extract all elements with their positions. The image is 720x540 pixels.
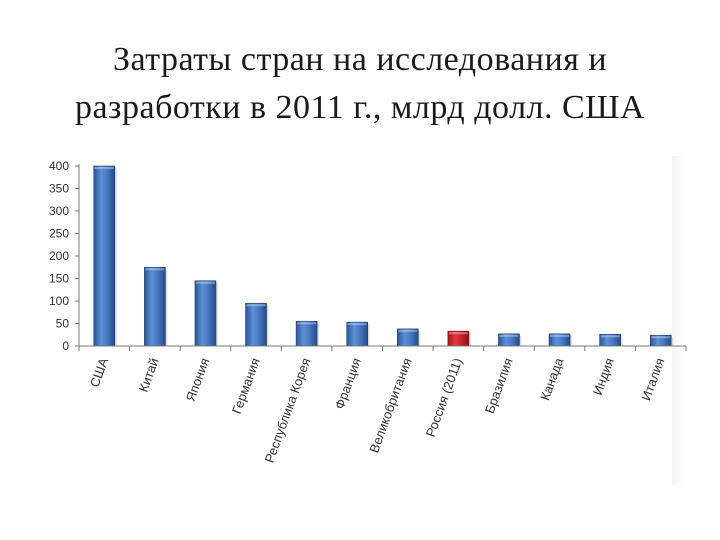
bar-cap	[297, 322, 317, 325]
x-category-label: Россия (2011)	[423, 356, 465, 439]
bar-cap	[499, 334, 519, 337]
x-category-label: США	[87, 356, 111, 390]
y-tick-label: 250	[49, 227, 69, 241]
bar	[295, 320, 318, 347]
y-tick-label: 100	[49, 294, 69, 308]
chart-title-line-2: разработки в 2011 г., млрд долл. США	[74, 89, 646, 126]
bar	[144, 266, 166, 347]
x-category-label: Канада	[537, 355, 566, 402]
chart-panel-shadow	[672, 156, 684, 486]
bars	[93, 165, 674, 347]
x-category-label: Великобритания	[366, 356, 414, 455]
x-category-label: Индия	[590, 356, 617, 397]
y-tick-label: 300	[49, 204, 69, 218]
y-tick-label: 150	[49, 272, 69, 286]
bar-cap	[600, 335, 620, 338]
x-category-label: Германия	[229, 356, 263, 416]
y-axis: 0 50 100 150 200 250 300 350 400	[49, 159, 80, 353]
bar-cap	[550, 334, 570, 337]
bar	[346, 321, 369, 347]
bar-cap	[398, 329, 418, 332]
bar-cap	[94, 167, 114, 169]
y-tick-label: 350	[49, 182, 69, 196]
chart-title: Затраты стран на исследования и разработ…	[0, 36, 720, 132]
x-category-label: Республика Корея	[262, 356, 314, 465]
bar-cap	[246, 304, 266, 307]
y-tick-label: 200	[49, 249, 69, 263]
bar-cap	[347, 323, 367, 326]
bar	[93, 165, 116, 347]
y-tick-label: 0	[62, 339, 69, 353]
x-category-label: Италия	[638, 356, 667, 403]
bar-cap	[145, 268, 165, 271]
x-category-label: Китай	[136, 356, 162, 394]
bar-cap	[448, 332, 468, 335]
bar-cap	[195, 281, 215, 284]
y-tick-label: 400	[49, 159, 69, 173]
bar-cap	[651, 336, 671, 339]
y-tick-label: 50	[56, 317, 70, 331]
x-category-label: Бразилия	[482, 356, 516, 416]
chart-title-line-1: Затраты стран на исследования и	[112, 41, 608, 78]
bar	[245, 302, 267, 347]
bar	[194, 280, 217, 347]
x-category-label: Япония	[183, 356, 213, 404]
x-category-label: Франция	[332, 356, 364, 411]
